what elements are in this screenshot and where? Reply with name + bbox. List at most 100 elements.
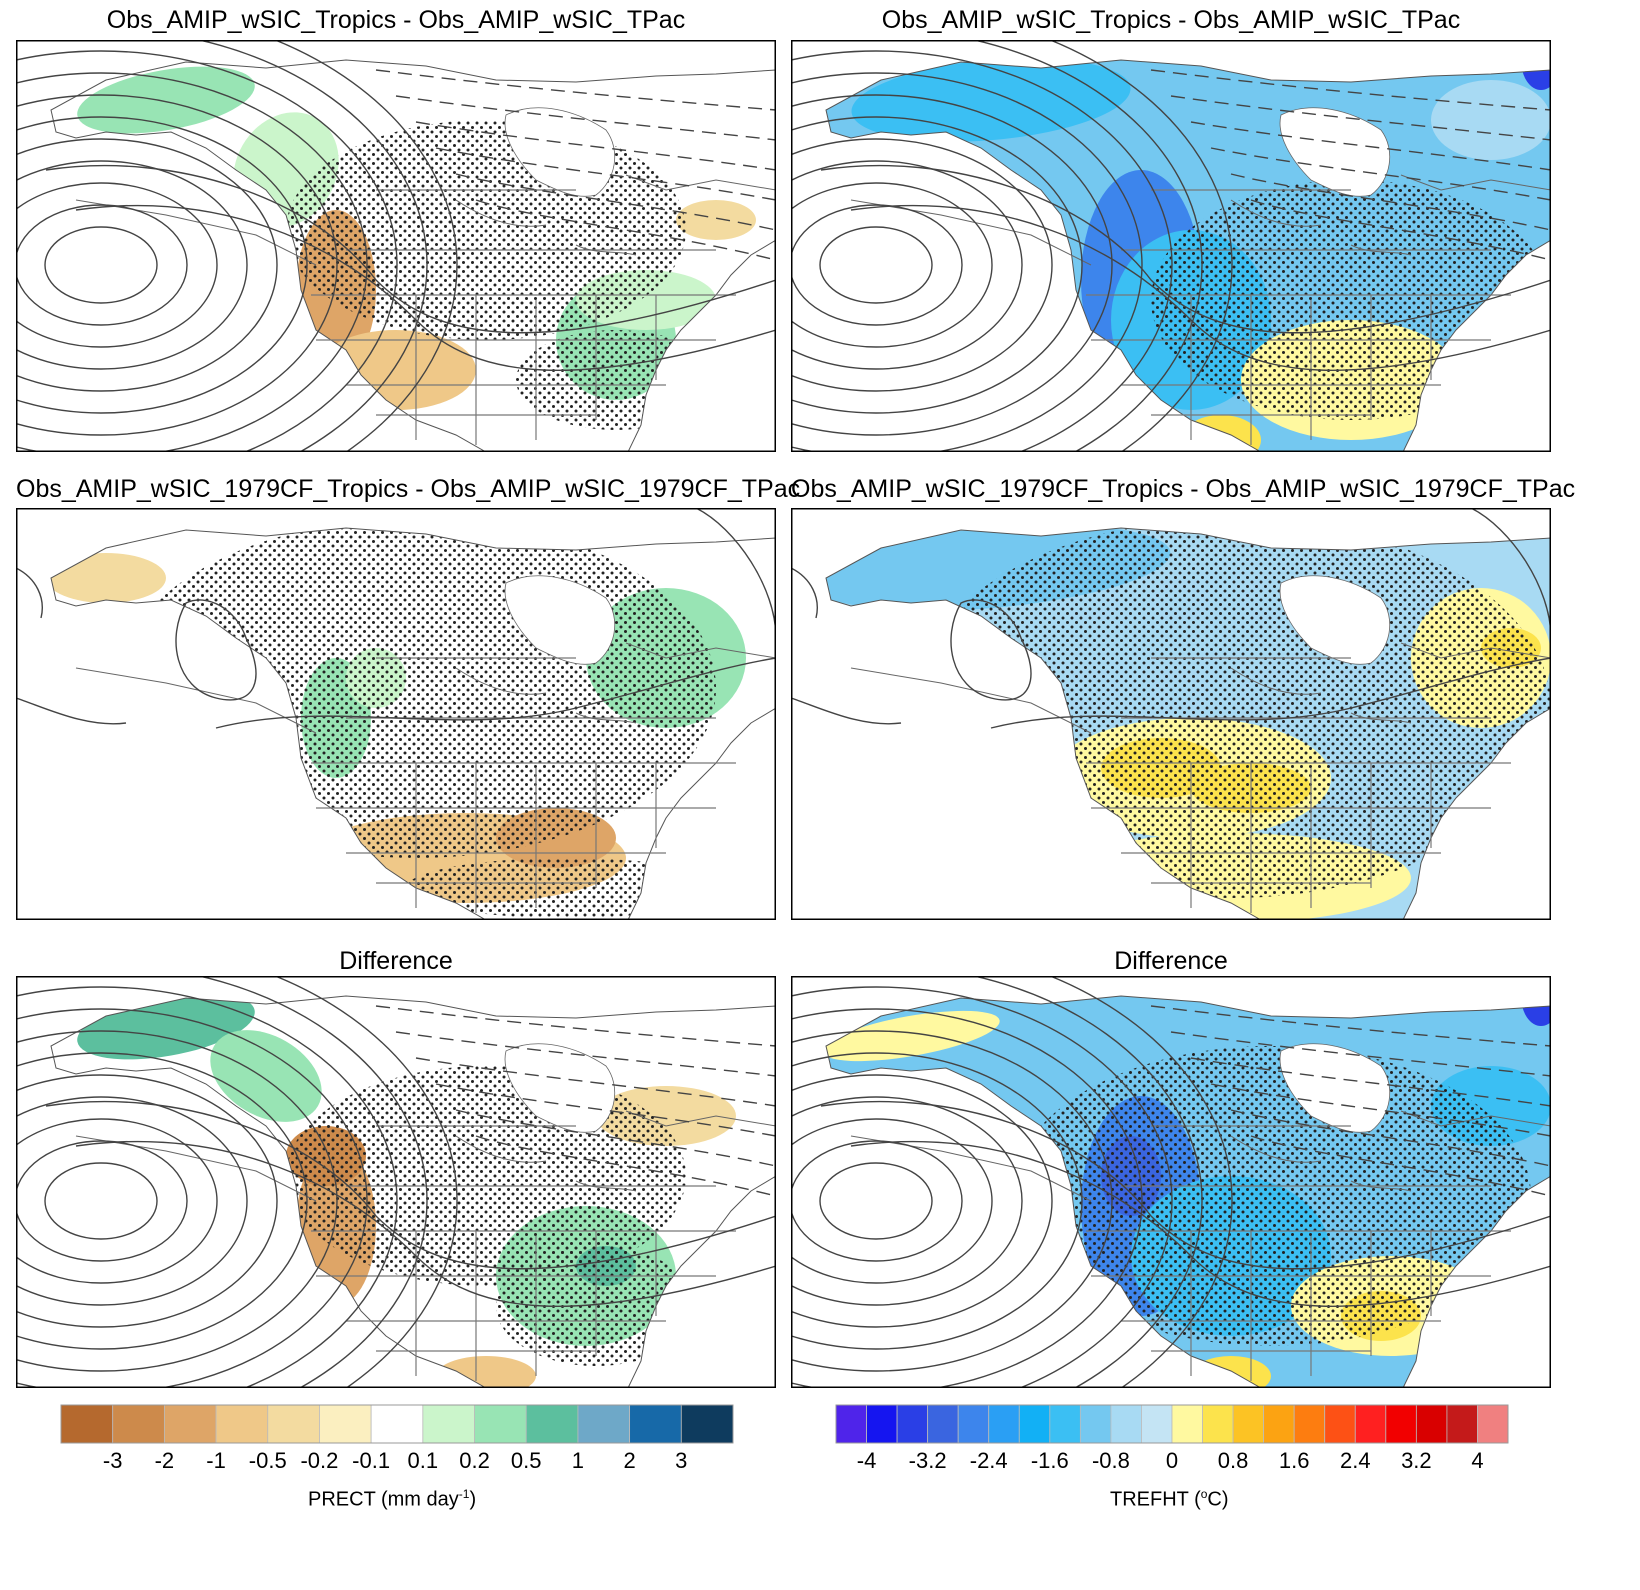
contour-line: [1048, 976, 1233, 1388]
trefht-colorbar-tick-label: 4: [1471, 1448, 1484, 1473]
trefht-colorbar-tick-label: -0.8: [1091, 1448, 1130, 1473]
dashed-contour-line: [435, 1083, 776, 1137]
prect-colorbar-swatch: [60, 1404, 114, 1444]
prect-colorbar-swatch: [215, 1404, 269, 1444]
prect-colorbar-tick-label: -2: [154, 1448, 175, 1473]
hudson-bay: [1279, 575, 1390, 665]
dashed-contour-line: [375, 1005, 776, 1047]
map-frame: [16, 40, 776, 452]
contour-line: [970, 976, 1203, 1388]
contour-line: [791, 160, 1023, 370]
pressure-contours: [16, 508, 776, 729]
trefht-colorbar-tick-label: 0: [1165, 1448, 1179, 1473]
contour-line: [175, 599, 257, 701]
dashed-contour-line: [1210, 1083, 1551, 1137]
dashed-contour-line: [1230, 173, 1551, 231]
hudson-bay: [1279, 1043, 1390, 1133]
coastline: [825, 527, 1551, 920]
trefht-colorbar-swatch: [1232, 1404, 1265, 1444]
prect-colorbar-swatch: [370, 1404, 424, 1444]
trefht-colorbar-swatch: [1110, 1404, 1142, 1444]
trefht-colorbar-swatch: [1354, 1404, 1387, 1444]
prect-colorbar-tick-label: 3: [675, 1448, 688, 1473]
hudson-bay: [504, 1043, 615, 1133]
contour-line: [16, 697, 127, 725]
contour-line: [850, 204, 1551, 371]
dashed-contour-line: [415, 121, 776, 171]
contour-line: [75, 204, 776, 371]
contour-line: [16, 986, 398, 1388]
trefht-colorbar-swatch: [896, 1404, 929, 1444]
contour-line: [16, 204, 188, 326]
anomaly-region-0: [77, 66, 255, 134]
panel-title-mid-left: Obs_AMIP_wSIC_1979CF_Tropics - Obs_AMIP_…: [16, 475, 801, 503]
map-frame: [791, 976, 1551, 1388]
contour-line: [791, 1052, 1083, 1350]
contour-line: [791, 567, 818, 619]
map-panel-bot-right: [791, 976, 1551, 1388]
map-frame: [16, 976, 776, 1388]
anomaly-region-6: [1521, 60, 1551, 90]
dashed-contour-line: [455, 173, 776, 231]
prect-colorbar-tick-label: -0.5: [248, 1448, 287, 1473]
lakes-and-coasts: [850, 174, 1551, 266]
contour-line: [791, 986, 1173, 1388]
contour-line: [44, 1162, 158, 1240]
contour-line: [195, 40, 428, 452]
lakes-and-coasts: [75, 642, 776, 734]
contour-line: [791, 50, 1173, 452]
contour-line: [273, 40, 458, 452]
significance-stipple-0: [286, 120, 686, 340]
contour-line: [820, 164, 1551, 334]
dashed-contour-line: [435, 147, 776, 201]
coastline: [50, 59, 776, 452]
lakes-and-coasts: [850, 642, 1551, 734]
contour-line: [791, 1030, 1113, 1372]
trefht-colorbar-swatch: [1477, 1404, 1509, 1444]
prect-colorbar-tick-label: 0.1: [407, 1448, 439, 1473]
trefht-colorbar-swatch: [1415, 1404, 1448, 1444]
dashed-contour-line: [455, 1109, 776, 1167]
contour-line: [16, 50, 398, 452]
contour-line: [45, 1100, 776, 1270]
prect-colorbar-label: PRECT (mm day-1): [308, 1487, 477, 1511]
prect-colorbar-swatch: [422, 1404, 475, 1444]
contour-line: [16, 94, 338, 436]
trefht-colorbar-swatch: [1293, 1404, 1326, 1444]
trefht-colorbar-tick-label: 0.8: [1217, 1448, 1249, 1473]
dashed-contour-line: [1190, 1057, 1551, 1107]
map-frame: [16, 508, 776, 920]
trefht-colorbar-swatch: [1018, 1404, 1051, 1444]
trefht-colorbar-tick-label: -4: [856, 1448, 877, 1473]
contour-line: [273, 976, 458, 1388]
trefht-colorbar-swatch: [957, 1404, 990, 1444]
trefht-colorbar-swatch: [1202, 1404, 1234, 1444]
contour-line: [16, 1052, 308, 1350]
dashed-contour-line: [1170, 95, 1551, 141]
contour-line: [1470, 508, 1551, 639]
contour-line: [850, 1140, 1551, 1307]
dashed-contour-line: [1250, 199, 1551, 261]
hudson-bay: [504, 107, 615, 197]
trefht-colorbar-swatch: [1171, 1404, 1203, 1444]
contour-line: [695, 508, 776, 639]
anomaly-region-7: [1521, 996, 1551, 1026]
prect-colorbar-tick-label: 1: [571, 1448, 585, 1473]
map-frame: [791, 40, 1551, 452]
map-panel-top-left: [16, 40, 776, 452]
lakes-and-coasts: [75, 174, 776, 266]
anomaly-region-4: [1431, 80, 1551, 160]
prect-colorbar-swatch: [112, 1404, 165, 1444]
pressure-contours: [791, 40, 1551, 452]
contour-line: [791, 94, 1113, 436]
prect-colorbar-tick-label: 2: [623, 1448, 636, 1473]
coastline: [50, 995, 776, 1388]
dashed-contour-line: [1250, 1135, 1551, 1197]
prect-colorbar-frame: [60, 1404, 734, 1444]
pressure-contours: [16, 976, 776, 1388]
trefht-colorbar-tick-label: -1.6: [1030, 1448, 1069, 1473]
dashed-contour-line: [1150, 69, 1551, 111]
prect-colorbar-tick-label: -0.2: [300, 1448, 339, 1473]
coastline: [825, 59, 1551, 452]
lakes-and-coasts: [75, 1110, 776, 1202]
